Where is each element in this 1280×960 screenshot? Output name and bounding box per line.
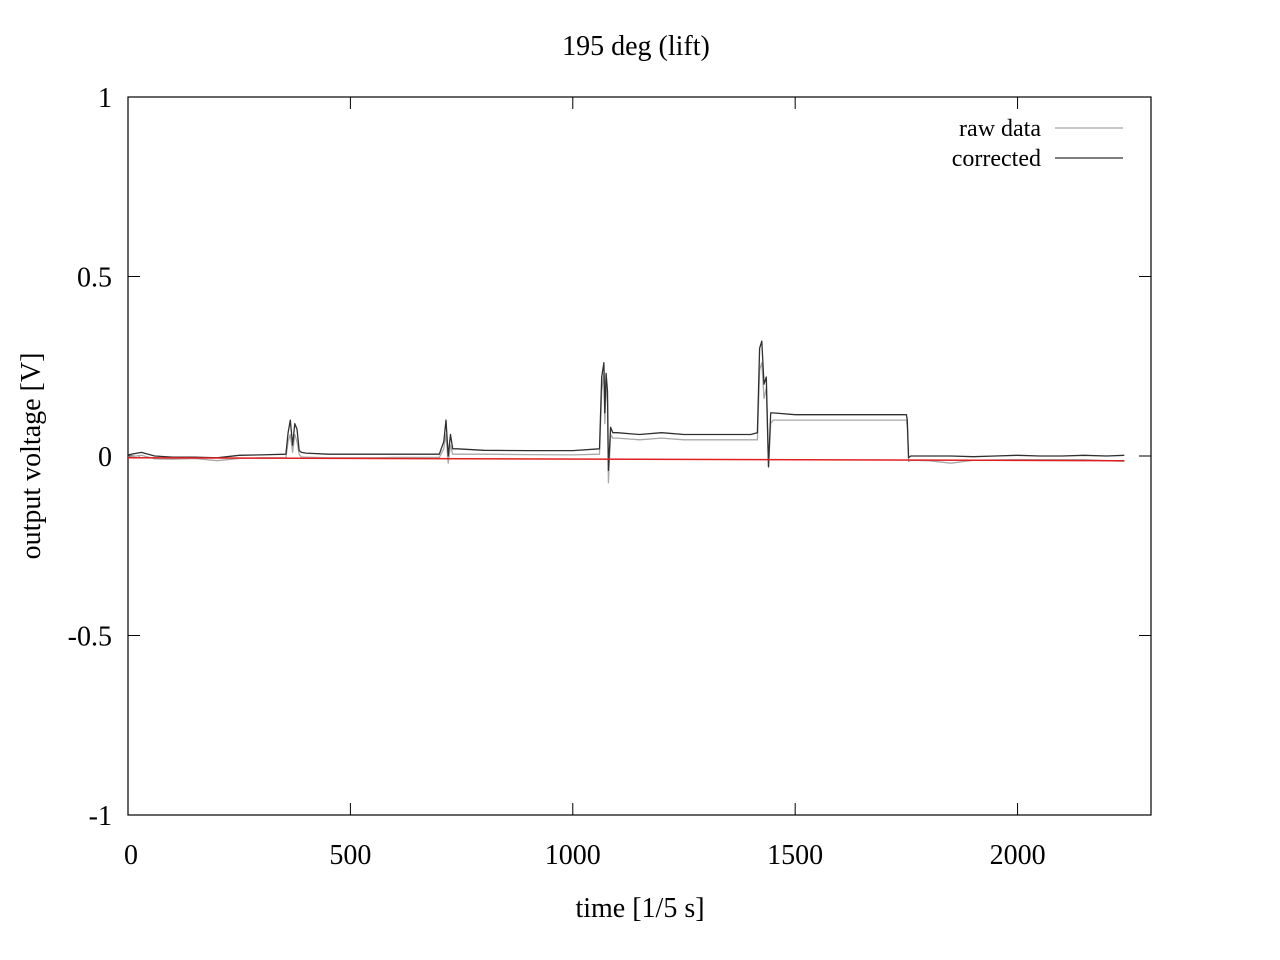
x-axis: 0 500 1000 1500 2000 (124, 97, 1046, 871)
y-tick-label: 0 (98, 442, 112, 473)
series-layer (127, 340, 1125, 484)
y-axis: -1 -0.5 0 0.5 1 (68, 83, 1151, 832)
legend-label: corrected (952, 146, 1041, 172)
chart-title: 195 deg (lift) (562, 31, 710, 62)
x-axis-title: time [1/5 s] (575, 893, 704, 924)
y-tick-label: -1 (89, 801, 112, 832)
x-tick-label: 0 (124, 840, 138, 871)
series-line-baseline (127, 457, 1125, 462)
x-tick-label: 1000 (545, 840, 601, 871)
y-axis-title: output voltage [V] (16, 353, 47, 560)
series-line-raw-data (127, 362, 1125, 484)
y-tick-label: -0.5 (68, 622, 112, 653)
x-tick-label: 2000 (990, 840, 1046, 871)
x-tick-label: 500 (329, 840, 371, 871)
x-tick-label: 1500 (767, 840, 823, 871)
y-tick-label: 0.5 (77, 263, 112, 294)
series-line-corrected (127, 340, 1125, 472)
legend-label: raw data (959, 116, 1041, 142)
legend: raw data corrected (952, 116, 1123, 172)
y-tick-label: 1 (98, 83, 112, 114)
